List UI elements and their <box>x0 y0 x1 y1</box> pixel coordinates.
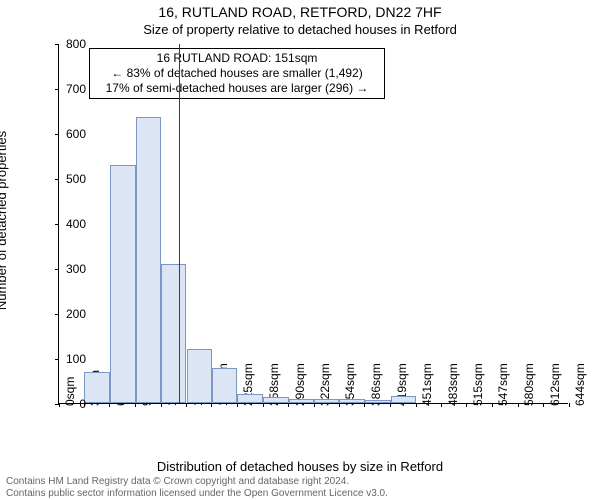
x-tick <box>569 403 570 407</box>
y-tick-label: 200 <box>56 307 86 321</box>
histogram-bar <box>110 165 136 404</box>
histogram-bar <box>212 368 237 403</box>
chart-subtitle: Size of property relative to detached ho… <box>0 22 600 37</box>
reference-line <box>179 44 180 403</box>
x-axis-label: Distribution of detached houses by size … <box>0 459 600 474</box>
annotation-line-1: 16 RUTLAND ROAD: 151sqm <box>94 51 380 66</box>
x-tick <box>263 403 264 407</box>
y-tick-label: 0 <box>56 397 86 411</box>
footnote: Contains HM Land Registry data © Crown c… <box>6 476 594 500</box>
x-tick-label: 483sqm <box>446 363 460 406</box>
histogram-bar <box>263 397 288 403</box>
x-tick <box>314 403 315 407</box>
histogram-bar <box>289 399 314 404</box>
annotation-box: 16 RUTLAND ROAD: 151sqm ← 83% of detache… <box>89 48 385 99</box>
plot-area: 16 RUTLAND ROAD: 151sqm ← 83% of detache… <box>58 44 568 404</box>
x-tick <box>492 403 493 407</box>
x-tick <box>364 403 365 407</box>
x-tick <box>390 403 391 407</box>
x-tick <box>441 403 442 407</box>
x-tick <box>466 403 467 407</box>
chart-title: 16, RUTLAND ROAD, RETFORD, DN22 7HF <box>0 4 600 20</box>
histogram-bar <box>136 117 161 403</box>
x-tick <box>543 403 544 407</box>
x-tick <box>416 403 417 407</box>
x-tick <box>237 403 238 407</box>
x-tick-label: 547sqm <box>496 363 510 406</box>
x-tick <box>211 403 212 407</box>
x-tick-label: 580sqm <box>522 363 536 406</box>
y-tick-label: 100 <box>56 352 86 366</box>
x-tick <box>339 403 340 407</box>
histogram-bar <box>161 264 186 403</box>
y-tick-label: 800 <box>56 37 86 51</box>
x-tick <box>109 403 110 407</box>
histogram-bar <box>339 399 364 403</box>
histogram-bar <box>391 396 416 403</box>
annotation-line-2: ← 83% of detached houses are smaller (1,… <box>94 66 380 81</box>
histogram-bar <box>237 394 263 403</box>
x-tick <box>135 403 136 407</box>
x-tick <box>186 403 187 407</box>
x-tick-label: 612sqm <box>548 363 562 406</box>
x-tick-label: 515sqm <box>471 363 485 406</box>
y-tick-label: 700 <box>56 82 86 96</box>
chart-container: 16, RUTLAND ROAD, RETFORD, DN22 7HF Size… <box>0 0 600 500</box>
y-tick-label: 500 <box>56 172 86 186</box>
histogram-bar <box>365 400 391 403</box>
footnote-line-2: Contains public sector information licen… <box>6 488 594 500</box>
x-tick <box>161 403 162 407</box>
histogram-bar <box>84 372 109 403</box>
y-tick-label: 600 <box>56 127 86 141</box>
y-axis-label: Number of detached properties <box>0 0 12 440</box>
x-tick <box>288 403 289 407</box>
x-tick-label: 451sqm <box>420 363 434 406</box>
x-tick-label: 644sqm <box>573 363 587 406</box>
y-tick-label: 400 <box>56 217 86 231</box>
x-tick <box>518 403 519 407</box>
footnote-line-1: Contains HM Land Registry data © Crown c… <box>6 476 594 488</box>
y-tick-label: 300 <box>56 262 86 276</box>
histogram-bar <box>187 349 212 403</box>
histogram-bar <box>314 399 339 404</box>
annotation-line-3: 17% of semi-detached houses are larger (… <box>94 81 380 96</box>
